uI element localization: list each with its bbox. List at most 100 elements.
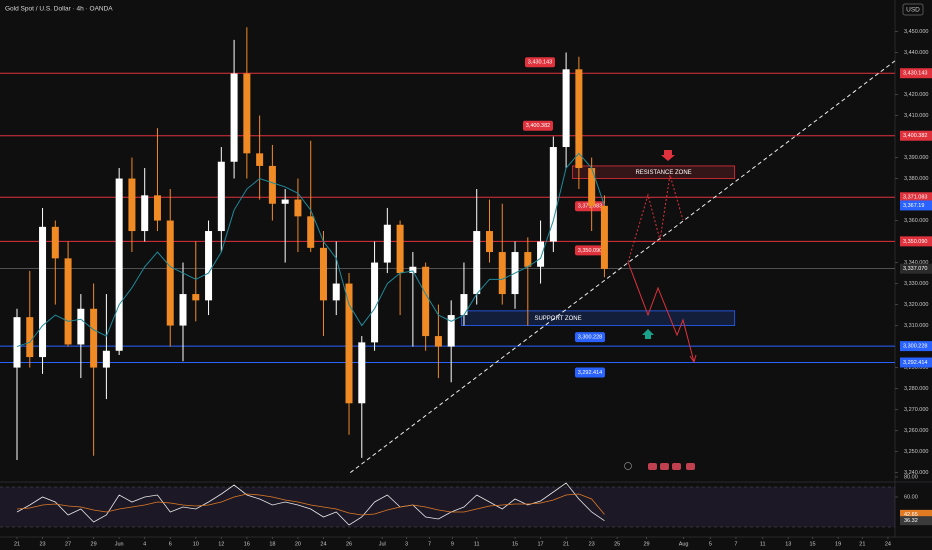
rsi-band xyxy=(0,487,895,527)
level-tag-bg xyxy=(900,357,932,368)
y-tick-label: 3,260.000 xyxy=(904,428,928,434)
x-tick-label: 5 xyxy=(709,541,712,547)
rsi-tick-label: 60.00 xyxy=(904,494,918,500)
y-tick-label: 3,410.000 xyxy=(904,113,928,119)
x-tick-label: Jul xyxy=(379,541,386,547)
x-tick-label: 20 xyxy=(295,541,301,547)
currency-label[interactable]: USD xyxy=(906,7,920,14)
level-chart-tag: 3,350.090 xyxy=(578,248,602,254)
level-chart-tag: 3,292.414 xyxy=(578,370,602,376)
current-price-tag: 3,337.070 xyxy=(903,266,927,272)
x-tick-label: 7 xyxy=(428,541,431,547)
x-tick-label: 24 xyxy=(885,541,891,547)
level-tag-bg xyxy=(900,341,932,352)
candle-body xyxy=(524,252,532,267)
x-tick-label: 23 xyxy=(589,541,595,547)
level-chart-tag: 3,400.382 xyxy=(526,123,550,129)
x-tick-label: 21 xyxy=(14,541,20,547)
level-chart-tag-bg xyxy=(523,120,553,131)
projection-arrowhead xyxy=(689,354,697,364)
rsi-ma-line xyxy=(16,493,605,516)
x-tick-label: 10 xyxy=(193,541,199,547)
level-axis-tag: 3,300.228 xyxy=(903,344,927,350)
rsi-tag-bg xyxy=(900,509,932,519)
x-tick-label: 4 xyxy=(143,541,146,547)
level-tag-bg xyxy=(900,68,932,79)
y-tick-label: 3,330.000 xyxy=(904,281,928,287)
zone-label: RESISTANCE ZONE xyxy=(635,170,691,176)
rsi-tick-label: 80.00 xyxy=(904,474,918,480)
candle-body xyxy=(332,283,340,301)
x-tick-label: 29 xyxy=(643,541,649,547)
level-axis-tag: 3,292.414 xyxy=(903,360,927,366)
event-icons xyxy=(624,462,695,470)
y-tick-label: 3,420.000 xyxy=(904,92,928,98)
candle-body xyxy=(115,178,123,351)
y-tick-label: 3,380.000 xyxy=(904,176,928,182)
level-axis-tag: 3,430.143 xyxy=(903,71,927,77)
candle-body xyxy=(179,294,187,326)
y-tick-label: 3,290.000 xyxy=(904,365,928,371)
currency-box[interactable] xyxy=(902,3,924,16)
ema-tag-bg xyxy=(900,200,932,211)
candle-body xyxy=(537,241,545,267)
down-arrow-icon xyxy=(661,150,675,161)
x-tick-label: 15 xyxy=(810,541,816,547)
candle-body xyxy=(447,315,455,347)
level-chart-tag-bg xyxy=(575,201,605,212)
x-tick-label: 16 xyxy=(244,541,250,547)
level-tag-bg xyxy=(900,192,932,203)
projection-path xyxy=(627,261,695,363)
candle-body xyxy=(575,69,583,169)
candle-body xyxy=(90,308,98,368)
price-axis-bg xyxy=(895,0,932,550)
candle-body xyxy=(243,73,251,154)
rsi-tag: 36.32 xyxy=(904,518,918,524)
level-axis-tag: 3,371.083 xyxy=(903,195,927,201)
y-tick-label: 3,360.000 xyxy=(904,218,928,224)
candle-body xyxy=(422,266,430,337)
candle-body xyxy=(39,226,47,358)
candle-body xyxy=(473,231,481,295)
candle-body xyxy=(409,266,417,274)
candle-body xyxy=(319,247,327,301)
candle-body xyxy=(77,308,85,345)
rsi-line xyxy=(16,482,605,526)
x-tick-label: 12 xyxy=(218,541,224,547)
y-tick-label: 3,310.000 xyxy=(904,323,928,329)
x-tick-label: 21 xyxy=(859,541,865,547)
candle-body xyxy=(64,258,72,345)
candle-body xyxy=(13,317,21,368)
candle-body xyxy=(549,147,557,242)
y-tick-label: 3,270.000 xyxy=(904,407,928,413)
candle-body xyxy=(102,350,110,368)
level-chart-tag-bg xyxy=(575,367,605,378)
candle-body xyxy=(358,342,366,404)
x-tick-label: 15 xyxy=(512,541,518,547)
zone xyxy=(572,165,736,179)
y-tick-label: 3,390.000 xyxy=(904,155,928,161)
level-tag-bg xyxy=(900,130,932,141)
x-tick-label: 25 xyxy=(614,541,620,547)
y-tick-label: 3,250.000 xyxy=(904,449,928,455)
level-tag-bg xyxy=(900,236,932,247)
candle-body xyxy=(268,165,276,204)
x-tick-label: 27 xyxy=(65,541,71,547)
x-tick-label: 7 xyxy=(734,541,737,547)
candle-body xyxy=(485,231,493,253)
candle-body xyxy=(383,224,391,263)
trendline xyxy=(349,60,896,473)
current-price-tag-bg xyxy=(900,263,932,274)
ema-line xyxy=(16,152,605,348)
x-tick-label: Jun xyxy=(115,541,124,547)
candle-body xyxy=(217,161,225,232)
x-tick-label: 13 xyxy=(785,541,791,547)
x-tick-label: 19 xyxy=(835,541,841,547)
level-chart-tag-bg xyxy=(525,57,555,68)
candle-body xyxy=(256,153,264,166)
candle-body xyxy=(396,224,404,274)
x-tick-label: 6 xyxy=(169,541,172,547)
